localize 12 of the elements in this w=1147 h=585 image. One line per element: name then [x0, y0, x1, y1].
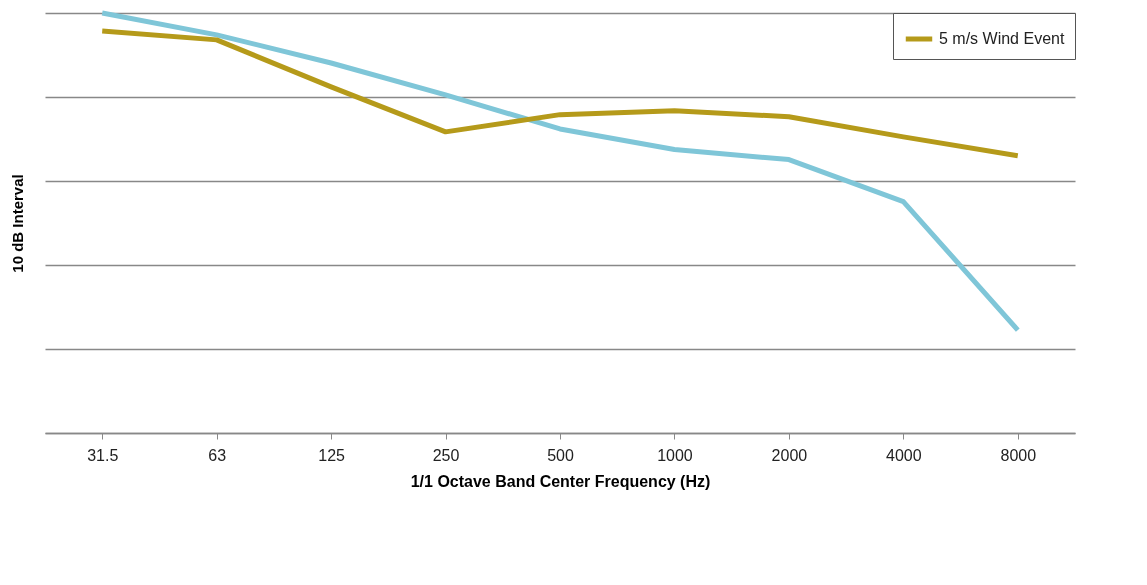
x-axis-title: 1/1 Octave Band Center Frequency (Hz)	[410, 472, 711, 490]
x-tick-label: 63	[208, 446, 227, 464]
y-axis-title: 10 dB Interval	[8, 174, 26, 273]
x-tick-label: 125	[318, 446, 346, 464]
legend-label: 5 m/s Wind Event	[939, 30, 1065, 47]
x-tick-label: 31.5	[87, 446, 119, 464]
x-tick-label: 500	[547, 446, 574, 464]
x-tick-label: 8000	[1000, 446, 1037, 464]
x-tick-label: 1000	[657, 446, 693, 464]
x-tick-label: 4000	[886, 446, 922, 464]
x-tick-label: 2000	[771, 446, 808, 464]
x-tick-label: 250	[432, 446, 460, 464]
